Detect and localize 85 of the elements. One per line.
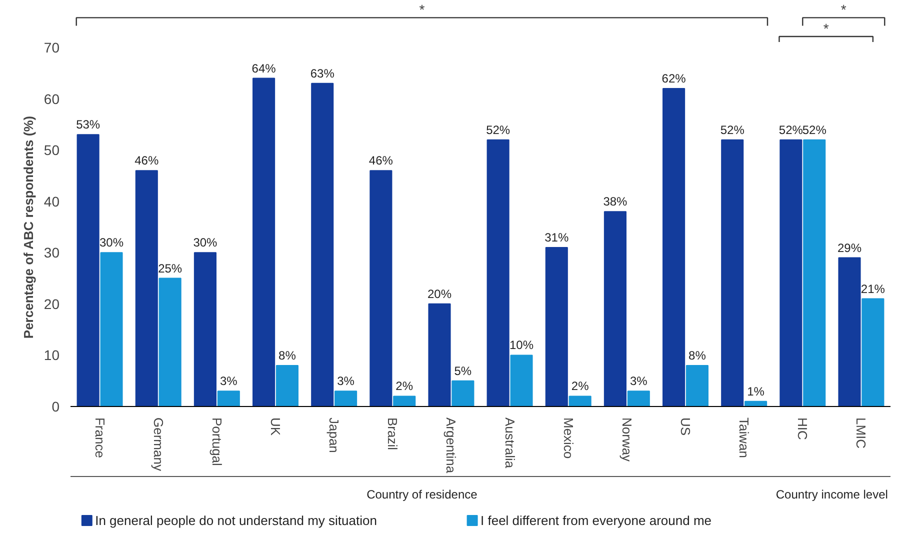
y-tick-label: 20 [44,296,60,312]
x-tick-label: Japan [326,418,342,453]
bar [686,364,708,406]
data-label: 30% [99,236,124,250]
x-tick-label: US [678,418,693,436]
data-label: 29% [837,240,862,255]
data-label: 8% [278,348,296,362]
bar [486,139,510,406]
y-tick-label: 60 [44,90,60,107]
x-tick-label: UK [268,418,283,436]
text: * [840,2,847,18]
data-label: 46% [134,154,159,168]
data-label: 2% [571,379,590,394]
data-label: 3% [630,374,648,388]
bar [276,364,298,406]
bar [158,278,182,406]
bar [311,82,334,406]
text: Country income level [776,488,888,502]
bar [428,303,451,406]
data-label: 52% [720,122,745,137]
text: * [823,20,830,36]
y-tick-label: 0 [52,398,60,414]
bar [194,252,216,406]
text: * [419,2,426,18]
data-label: 46% [368,154,394,168]
x-tick-label: Mexico [560,418,576,459]
data-label: 5% [454,364,472,378]
data-label: 38% [603,194,628,209]
x-tick-label: Australia [502,418,518,469]
bar [510,354,533,406]
bar [217,390,240,406]
data-label: 52% [802,122,827,137]
data-label: 52% [486,122,510,137]
data-label: 31% [544,230,569,245]
bar [627,390,650,406]
bar [370,170,392,406]
x-tick-label: France [92,418,108,458]
y-axis-title: Percentage of ABC respondents (%) [20,116,36,339]
x-tick-label: Argentina [444,418,459,474]
bar [393,396,416,406]
y-tick-label: 70 [44,40,60,56]
bar [334,390,358,406]
bar [100,252,123,406]
bar [780,139,802,406]
bar [452,380,474,406]
x-tick-label: Norway [619,418,634,462]
data-label: 2% [396,379,414,394]
data-label: 25% [158,261,182,276]
y-tick-label: 40 [44,193,60,210]
data-label: 62% [662,72,686,86]
bar [76,134,100,406]
x-tick-label: LMIC [854,418,869,449]
data-label: 21% [860,282,886,296]
x-tick-label: Brazil [385,418,400,450]
data-label: 8% [688,348,706,362]
y-tick-label: 30 [44,244,60,261]
x-tick-label: Germany [150,418,166,472]
data-label: 1% [747,384,765,398]
data-label: 3% [337,374,355,388]
bar [862,298,884,406]
bar [604,211,626,406]
x-tick-label: HIC [795,418,810,440]
data-label: 64% [252,61,276,76]
legend-label: In general people do not understand my situation [95,513,377,528]
bar [721,139,744,406]
data-label: 53% [76,118,100,132]
bar [803,139,826,406]
data-label: 10% [509,338,534,352]
data-label: 63% [310,66,335,80]
bar [568,396,592,406]
data-label: 30% [193,236,218,250]
x-tick-label: Portugal [209,418,224,466]
bar [838,257,861,406]
data-label: 52% [778,122,804,137]
bar [252,78,276,406]
bar [545,247,568,406]
legend-label: I feel different from everyone around me [480,513,712,528]
data-label: 20% [427,286,452,301]
y-tick-label: 50 [44,142,60,158]
text: Country of residence [366,488,478,502]
x-tick-label: Taiwan [736,418,752,458]
bar [662,88,686,406]
y-tick-label: 10 [44,347,60,364]
bar [135,170,158,406]
data-label: 3% [220,374,238,388]
